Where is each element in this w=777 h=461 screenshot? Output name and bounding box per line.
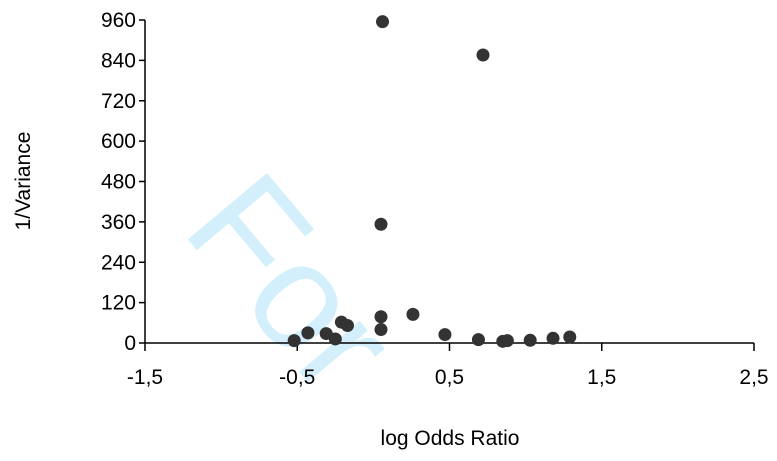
y-tick-label: 120 xyxy=(101,292,136,315)
y-tick-label: 360 xyxy=(101,211,136,234)
data-point xyxy=(287,334,301,348)
x-ticks: -1,5 -0,5 0,5 1,5 2,5 xyxy=(127,343,769,389)
data-point xyxy=(563,330,577,344)
data-point xyxy=(374,323,388,337)
data-point xyxy=(376,15,390,29)
data-point xyxy=(546,331,560,345)
data-point xyxy=(301,326,315,340)
x-tick-label: -0,5 xyxy=(279,366,315,389)
y-axis-title: 1/Variance xyxy=(12,132,35,231)
y-tick-label: 720 xyxy=(101,90,136,113)
x-tick-label: 2,5 xyxy=(739,366,768,389)
data-points xyxy=(287,15,577,348)
x-axis-title: log Odds Ratio xyxy=(381,427,520,450)
y-tick-label: 960 xyxy=(101,9,136,32)
x-tick-label: 1,5 xyxy=(587,366,616,389)
x-tick-label: 0,5 xyxy=(435,366,464,389)
data-point xyxy=(500,334,514,348)
x-tick-label: -1,5 xyxy=(127,366,163,389)
data-point xyxy=(476,48,490,62)
data-point xyxy=(523,333,537,347)
y-tick-label: 840 xyxy=(101,49,136,72)
data-point xyxy=(438,328,452,342)
y-ticks: 0 120 240 360 480 600 720 840 960 xyxy=(101,9,145,355)
data-point xyxy=(340,319,354,333)
y-tick-label: 480 xyxy=(101,171,136,194)
data-point xyxy=(374,310,388,324)
y-tick-label: 240 xyxy=(101,251,136,274)
data-point xyxy=(471,333,485,347)
data-point xyxy=(328,332,342,346)
y-tick-label: 0 xyxy=(124,332,136,355)
data-point xyxy=(406,307,420,321)
data-point xyxy=(374,217,388,231)
y-tick-label: 600 xyxy=(101,130,136,153)
